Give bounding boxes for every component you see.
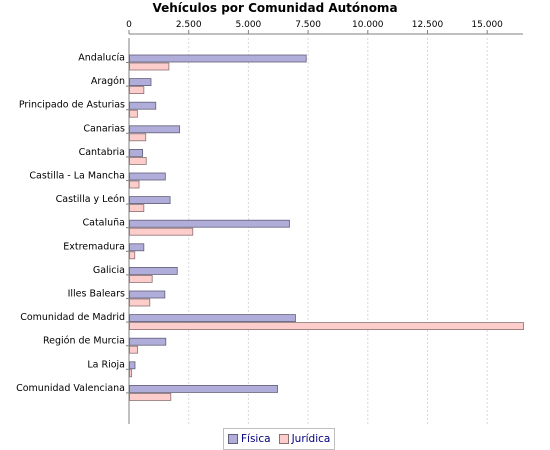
bar-juridica	[129, 86, 145, 94]
bar-juridica	[129, 227, 194, 236]
bar-fisica	[129, 78, 152, 86]
bar-fisica	[129, 54, 307, 63]
bar-juridica	[129, 180, 140, 189]
category-label: Andalucía	[78, 53, 125, 64]
bar-fisica	[129, 219, 290, 228]
bar-juridica	[129, 133, 147, 142]
category-label: Galicia	[93, 265, 125, 276]
category-label: La Rioja	[87, 359, 125, 370]
bar-juridica	[129, 109, 138, 118]
bar-fisica	[129, 196, 171, 205]
chart-legend: Física Jurídica	[223, 428, 336, 450]
legend-swatch-fisica	[228, 434, 238, 444]
bar-juridica	[129, 156, 147, 165]
bar-fisica	[129, 384, 278, 393]
x-tick-label: 10.000	[352, 20, 384, 30]
category-label: Extremadura	[63, 241, 125, 252]
x-tick-label: 7.500	[295, 20, 321, 30]
bar-fisica	[129, 172, 166, 181]
category-label: Aragón	[91, 76, 125, 87]
bar-juridica	[129, 251, 136, 260]
bar-fisica	[129, 361, 136, 370]
bar-fisica	[129, 314, 296, 323]
category-label: Canarias	[83, 123, 125, 134]
x-tick-label: 12.500	[412, 20, 444, 30]
legend-swatch-juridica	[278, 434, 289, 444]
category-label: Comunidad de Madrid	[20, 312, 125, 323]
bar-juridica	[129, 322, 524, 331]
category-label: Región de Murcia	[43, 336, 125, 347]
legend-label-fisica: Física	[241, 433, 271, 445]
bar-fisica	[129, 243, 145, 252]
bar-juridica	[129, 345, 139, 354]
bar-fisica	[129, 290, 166, 299]
category-label: Cantabria	[79, 147, 125, 158]
bar-fisica	[129, 101, 157, 110]
legend-item-juridica: Jurídica	[278, 433, 331, 445]
bar-juridica	[129, 204, 145, 213]
bar-juridica	[129, 392, 172, 401]
chart-title: Vehículos por Comunidad Autónoma	[152, 1, 398, 15]
legend-label-juridica: Jurídica	[291, 433, 331, 445]
x-tick-label: 0	[126, 20, 132, 30]
category-label: Castilla y León	[56, 194, 125, 205]
x-tick-label: 5.000	[236, 20, 262, 30]
bar-juridica	[129, 62, 170, 71]
category-label: Principado de Asturias	[19, 100, 125, 111]
x-tick-label: 2.500	[176, 20, 202, 30]
category-label: Comunidad Valenciana	[16, 383, 125, 394]
bar-fisica	[129, 125, 181, 134]
bar-fisica	[129, 266, 178, 275]
bar-juridica	[129, 369, 133, 378]
bar-juridica	[129, 274, 153, 283]
bar-fisica	[129, 337, 167, 346]
legend-item-fisica: Física	[228, 433, 271, 445]
x-tick-label: 15.000	[471, 20, 503, 30]
bar-fisica	[129, 148, 144, 157]
category-label: Cataluña	[82, 218, 125, 229]
category-label: Illes Balears	[68, 289, 125, 300]
bar-juridica	[129, 298, 151, 307]
category-label: Castilla - La Mancha	[29, 171, 125, 182]
